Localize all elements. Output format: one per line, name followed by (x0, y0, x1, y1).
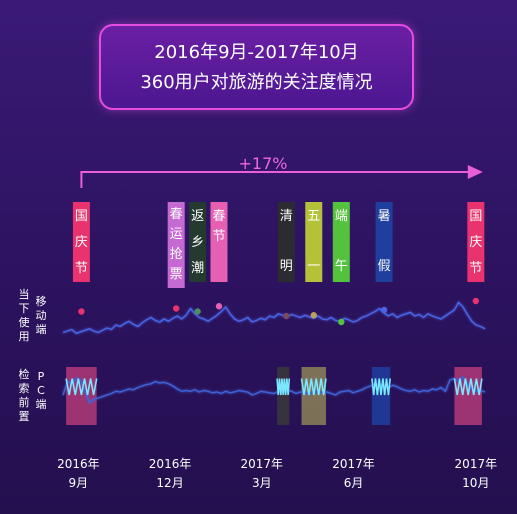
title-line-1: 2016年9月-2017年10月 (154, 42, 359, 63)
series-line-1 (62, 375, 486, 404)
holiday-tag-char: 抢 (170, 246, 183, 262)
highlight-trace-0 (65, 378, 98, 396)
holiday-tag-char: 一 (307, 259, 320, 274)
holiday-tag-char: 春 (212, 209, 225, 224)
holiday-tag-char: 乡 (191, 235, 204, 250)
highlight-window-4 (454, 367, 482, 425)
holiday-tag-0 (72, 202, 90, 282)
peak-marker-2 (194, 308, 201, 315)
holiday-tag-char: 节 (469, 261, 482, 276)
holiday-tag-char: 返 (191, 209, 204, 224)
holiday-tag-char: 庆 (469, 235, 482, 250)
series-label-pc-right: 端 (36, 398, 47, 411)
holiday-tag-char: 暑 (378, 209, 391, 224)
holiday-tag-char: 运 (170, 227, 183, 242)
holiday-tag-char: 假 (378, 259, 391, 274)
holiday-tag-char: 潮 (191, 261, 204, 276)
peak-marker-5 (310, 312, 317, 319)
holiday-tag-char: 庆 (75, 235, 88, 250)
peak-marker-8 (472, 297, 480, 305)
highlight-window-0 (66, 367, 97, 425)
holiday-tag-char: 明 (280, 259, 293, 274)
holiday-tag-3 (210, 202, 228, 282)
holiday-tag-char: 节 (75, 261, 88, 276)
x-tick-month: 10月 (462, 476, 489, 490)
x-tick-month: 6月 (344, 476, 364, 490)
series-label-pc-left: 前 (19, 395, 30, 409)
series-label-mobile-right: 动 (36, 309, 47, 322)
title-line-2: 360用户对旅游的关注度情况 (140, 72, 373, 93)
series-line-0 (62, 301, 486, 335)
series-label-mobile-right: 移 (36, 295, 47, 308)
x-tick-month: 12月 (156, 476, 183, 490)
x-tick-year: 2017年 (455, 457, 498, 471)
growth-label: +17% (239, 154, 288, 173)
growth-arrow-head (467, 165, 483, 179)
highlight-trace-1 (276, 378, 291, 396)
series-label-pc-left: 置 (19, 410, 30, 423)
series-label-pc-left: 检 (19, 367, 30, 381)
series-label-mobile-left: 使 (19, 316, 30, 329)
holiday-tag-2 (189, 202, 207, 282)
holiday-tag-char: 清 (280, 209, 293, 224)
highlight-window-3 (371, 367, 391, 425)
peak-marker-0 (78, 308, 85, 315)
peak-marker-4 (283, 312, 290, 320)
highlight-window-1 (277, 367, 290, 425)
growth-arrow-line (80, 171, 472, 188)
x-tick-year: 2016年 (149, 457, 192, 471)
title-box: 2016年9月-2017年10月 360用户对旅游的关注度情况 (99, 24, 414, 110)
highlight-trace-3 (371, 378, 391, 396)
holiday-tag-1 (167, 202, 185, 288)
highlight-window-2 (301, 367, 327, 425)
holiday-tag-char: 票 (170, 267, 183, 282)
x-tick-month: 9月 (69, 476, 89, 490)
x-tick-year: 2016年 (57, 457, 100, 471)
series-label-mobile-right: 端 (36, 323, 47, 336)
holiday-tag-char: 春 (170, 207, 183, 222)
peak-marker-1 (172, 305, 180, 312)
holiday-tag-char: 节 (212, 229, 225, 244)
holiday-tag-char: 端 (335, 209, 348, 224)
peak-marker-3 (215, 303, 223, 310)
holiday-tag-8 (467, 202, 485, 282)
x-tick-year: 2017年 (241, 457, 284, 471)
holiday-tag-char: 午 (335, 259, 348, 274)
series-label-pc-left: 索 (19, 381, 30, 395)
series-label-mobile-left: 下 (19, 302, 30, 315)
series-label-mobile-left: 用 (19, 330, 30, 343)
x-tick-month: 3月 (252, 476, 272, 490)
x-tick-year: 2017年 (332, 457, 375, 471)
holiday-tag-7 (375, 202, 393, 282)
series-label-pc-right: C (37, 384, 45, 397)
peak-marker-6 (338, 318, 345, 326)
holiday-tag-5 (305, 202, 323, 282)
highlight-trace-2 (300, 378, 327, 396)
series-label-pc-right: P (38, 370, 45, 383)
holiday-tag-char: 国 (469, 209, 482, 224)
holiday-tag-char: 国 (75, 209, 88, 224)
series-label-mobile-left: 当 (19, 287, 30, 301)
holiday-tag-6 (332, 202, 350, 282)
peak-marker-7 (380, 306, 388, 314)
holiday-tag-char: 五 (307, 209, 320, 224)
holiday-tag-4 (277, 202, 295, 282)
highlight-trace-4 (453, 378, 483, 396)
